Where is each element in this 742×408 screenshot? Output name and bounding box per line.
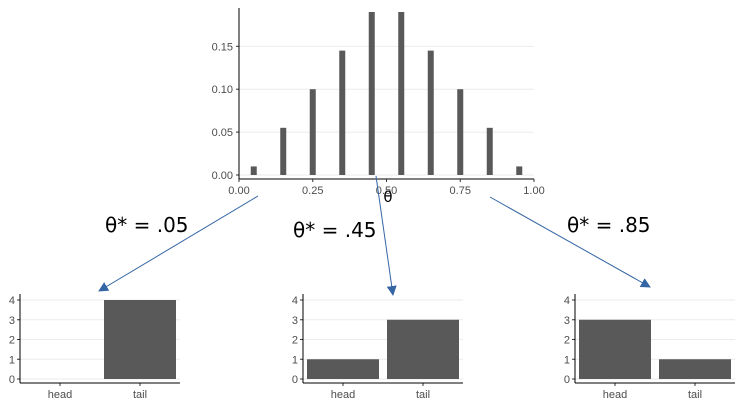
prior-y-tick-labels: 0.00 0.05 0.10 0.15 bbox=[212, 41, 233, 182]
prior-bar bbox=[309, 89, 316, 175]
bar-tail bbox=[387, 319, 459, 379]
y-tick-label: 2 bbox=[9, 335, 15, 347]
prior-chart: 0.00 0.05 0.10 0.15 0.00 0.25 0.50 0.75 1.00 θ bbox=[212, 8, 545, 206]
arrow-to-theta-05 bbox=[98, 195, 259, 292]
x-tick-label: head bbox=[48, 389, 72, 401]
prior-bar bbox=[368, 12, 375, 175]
arrows bbox=[98, 175, 651, 296]
prior-x-tick-label: 0.25 bbox=[302, 185, 323, 197]
outcome-chart-theta-45: 0 1 2 3 4 head tail bbox=[292, 294, 463, 401]
prior-x-tick-label: 0.75 bbox=[450, 185, 471, 197]
y-tick-label: 1 bbox=[292, 354, 298, 366]
bar-tail bbox=[659, 359, 731, 379]
bar-head bbox=[307, 359, 379, 379]
y-tick-label: 3 bbox=[292, 315, 298, 327]
prior-bar bbox=[339, 50, 346, 175]
bar-head bbox=[579, 319, 651, 379]
y-tick-label: 0 bbox=[9, 374, 15, 386]
prior-x-axis-title: θ bbox=[383, 188, 392, 206]
x-tick-label: tail bbox=[133, 389, 147, 401]
outcome-chart-theta-05: 0 1 2 3 4 head tail bbox=[9, 294, 180, 401]
prior-bar bbox=[398, 12, 405, 175]
annotation-theta-45: θ* = .45 bbox=[293, 218, 377, 242]
prior-bar bbox=[427, 50, 434, 175]
x-tick-label: head bbox=[331, 389, 355, 401]
outcome-chart-theta-85: 0 1 2 3 4 head tail bbox=[564, 294, 735, 401]
y-tick-label: 1 bbox=[564, 354, 570, 366]
y-tick-label: 2 bbox=[564, 335, 570, 347]
prior-x-tick-label: 1.00 bbox=[523, 185, 544, 197]
prior-gridlines bbox=[239, 45, 534, 176]
arrow-to-theta-45 bbox=[375, 175, 397, 296]
prior-y-tick-label: 0.15 bbox=[212, 41, 233, 53]
prior-y-tick-label: 0.05 bbox=[212, 127, 233, 139]
prior-bars bbox=[250, 12, 523, 175]
y-tick-label: 4 bbox=[9, 295, 15, 307]
prior-x-tick-labels: 0.00 0.25 0.50 0.75 1.00 bbox=[228, 185, 544, 197]
prior-x-tick-label: 0.00 bbox=[228, 185, 249, 197]
y-tick-label: 2 bbox=[292, 335, 298, 347]
y-tick-label: 3 bbox=[9, 315, 15, 327]
arrow-to-theta-85 bbox=[489, 196, 651, 288]
x-tick-label: tail bbox=[688, 389, 702, 401]
prior-x-tick-label: 0.50 bbox=[376, 185, 397, 197]
y-tick-label: 0 bbox=[292, 374, 298, 386]
y-tick-label: 0 bbox=[564, 374, 570, 386]
prior-axes bbox=[236, 8, 535, 182]
x-tick-label: tail bbox=[416, 389, 430, 401]
prior-bar bbox=[250, 166, 257, 175]
prior-bar bbox=[280, 127, 287, 175]
prior-bar bbox=[457, 89, 464, 175]
y-tick-label: 4 bbox=[564, 295, 570, 307]
prior-bar bbox=[516, 166, 523, 175]
y-tick-label: 3 bbox=[564, 315, 570, 327]
annotation-theta-85: θ* = .85 bbox=[567, 213, 651, 237]
bar-tail bbox=[104, 300, 176, 379]
x-tick-label: head bbox=[603, 389, 627, 401]
annotation-theta-05: θ* = .05 bbox=[105, 213, 189, 237]
prior-bar bbox=[486, 127, 493, 175]
y-tick-label: 1 bbox=[9, 354, 15, 366]
prior-y-tick-label: 0.10 bbox=[212, 84, 233, 96]
y-tick-label: 4 bbox=[292, 295, 298, 307]
prior-y-tick-label: 0.00 bbox=[212, 170, 233, 182]
